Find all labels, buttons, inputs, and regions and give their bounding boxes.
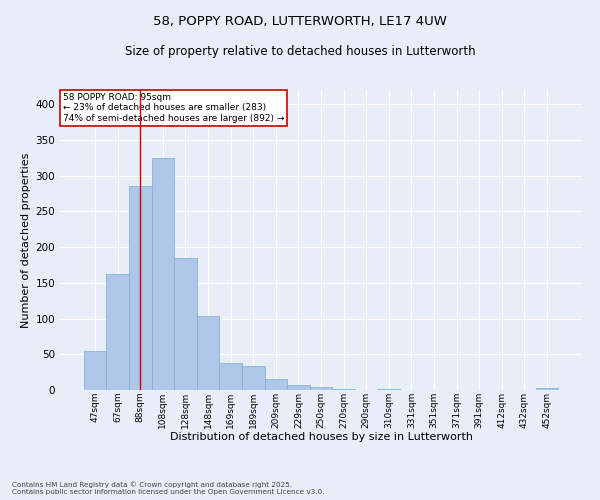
Text: 58 POPPY ROAD: 95sqm
← 23% of detached houses are smaller (283)
74% of semi-deta: 58 POPPY ROAD: 95sqm ← 23% of detached h… [62, 93, 284, 123]
Bar [377, 388, 400, 390]
Bar [129, 186, 152, 390]
Bar [106, 274, 129, 390]
Bar [84, 350, 106, 390]
Bar [287, 385, 310, 390]
Bar [220, 363, 242, 390]
Text: Size of property relative to detached houses in Lutterworth: Size of property relative to detached ho… [125, 45, 475, 58]
Bar [536, 388, 558, 390]
Y-axis label: Number of detached properties: Number of detached properties [21, 152, 31, 328]
Bar [242, 366, 265, 390]
Text: 58, POPPY ROAD, LUTTERWORTH, LE17 4UW: 58, POPPY ROAD, LUTTERWORTH, LE17 4UW [153, 15, 447, 28]
Bar [310, 387, 332, 390]
Bar [174, 258, 197, 390]
Bar [265, 380, 287, 390]
X-axis label: Distribution of detached houses by size in Lutterworth: Distribution of detached houses by size … [170, 432, 473, 442]
Bar [197, 316, 220, 390]
Bar [332, 388, 355, 390]
Text: Contains HM Land Registry data © Crown copyright and database right 2025.
Contai: Contains HM Land Registry data © Crown c… [12, 482, 325, 495]
Bar [152, 158, 174, 390]
